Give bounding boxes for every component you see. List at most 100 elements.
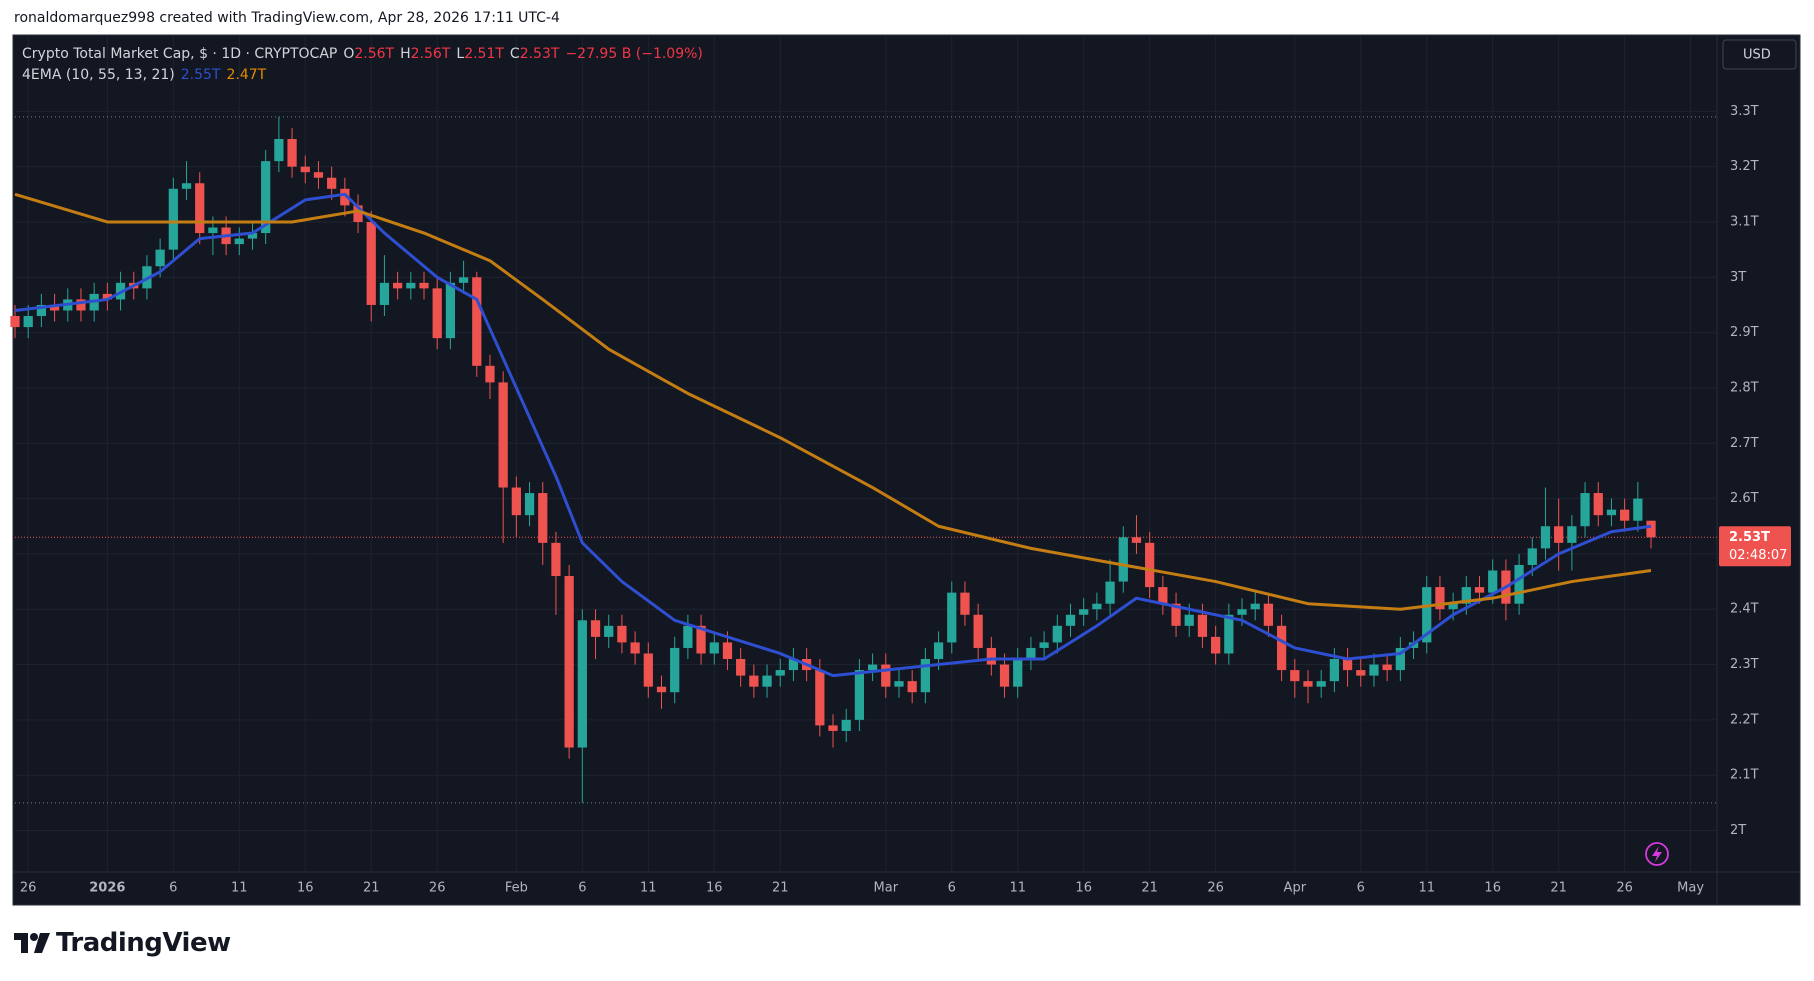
candle-body [1606, 509, 1617, 516]
grid [15, 35, 1717, 872]
candle [340, 177, 350, 217]
candle-body [670, 647, 680, 693]
candle [973, 603, 983, 660]
x-tick-label: 6 [578, 881, 586, 896]
candle [656, 675, 667, 709]
last-price-box [1719, 526, 1791, 567]
candle-body [1250, 603, 1260, 610]
candle [472, 271, 482, 377]
candle [168, 177, 178, 261]
candle [736, 647, 746, 687]
x-tick-label: 21 [1550, 881, 1567, 896]
candle-body [1620, 509, 1630, 521]
x-tick-label: 11 [231, 881, 248, 896]
candle [762, 664, 772, 698]
ohlc-item: L2.51T [456, 44, 504, 65]
candle [1276, 614, 1287, 682]
candle [920, 647, 930, 704]
candle [1118, 526, 1128, 593]
ohlc-item: H2.56T [400, 44, 450, 65]
candle [432, 277, 442, 350]
candle [577, 609, 587, 803]
currency-button[interactable] [1722, 39, 1797, 70]
candle [960, 581, 970, 626]
candle [379, 255, 390, 317]
candle-body [195, 183, 205, 234]
x-tick-label: 6 [169, 881, 177, 896]
candle [353, 194, 363, 234]
candle-body [1646, 520, 1656, 538]
candle [564, 564, 574, 759]
y-tick-label: 3.3T [1730, 104, 1759, 119]
candle [102, 282, 112, 311]
candle-body [867, 664, 878, 671]
x-tick-label: May [1677, 881, 1704, 896]
candle-body [643, 653, 653, 687]
candle [1395, 636, 1405, 682]
candle-body [696, 625, 706, 654]
candle-body [76, 299, 86, 311]
candle-body [854, 670, 865, 720]
candle-body [1329, 659, 1339, 682]
candle [1013, 647, 1023, 698]
candle-body [1461, 587, 1471, 604]
x-tick-label: 21 [363, 881, 380, 896]
candle-body [1435, 587, 1445, 610]
y-tick-label: 2.2T [1730, 712, 1759, 727]
candle-body [630, 642, 640, 654]
candle [1488, 559, 1498, 604]
candle-body [907, 681, 917, 693]
x-tick-label: Mar [874, 881, 899, 896]
candle-body [1488, 570, 1498, 593]
candle [1065, 603, 1076, 637]
ema-line [14, 192, 1652, 678]
candle [195, 172, 205, 245]
candle-body [1145, 542, 1155, 588]
candle-body [1052, 625, 1062, 643]
candle [1646, 520, 1656, 549]
candle-body [1065, 614, 1076, 626]
candle-body [379, 282, 390, 305]
candle [630, 631, 640, 665]
candle [485, 354, 495, 400]
candle [1105, 559, 1115, 615]
candle [617, 614, 627, 654]
indicator-value: 2.55T [180, 67, 221, 83]
candle-body [261, 161, 271, 234]
y-tick-label: 2.8T [1730, 380, 1759, 395]
candle [498, 371, 508, 543]
x-tick-label: 16 [1075, 881, 1092, 896]
lightning-icon[interactable] [1645, 842, 1669, 866]
candle [1290, 659, 1300, 698]
candle-body [485, 365, 495, 383]
candle-body [604, 625, 614, 637]
candle-body [1448, 603, 1458, 610]
x-tick-label: 11 [640, 881, 657, 896]
candle-body [749, 675, 759, 687]
y-tick-label: 3.2T [1730, 159, 1759, 174]
ohlc-value: 2.51T [464, 46, 504, 62]
change: −27.95 B (−1.09%) [565, 46, 703, 62]
candle-body [788, 659, 799, 671]
candle [604, 614, 614, 648]
indicator-value: 2.47T [226, 67, 267, 83]
candle [419, 271, 429, 300]
x-tick-label: 26 [1616, 881, 1633, 896]
candle [1356, 659, 1366, 687]
candle [247, 221, 258, 250]
y-tick-label: 3.1T [1730, 214, 1759, 229]
candle [894, 670, 904, 698]
candle-body [472, 277, 482, 366]
candle [841, 708, 851, 742]
candle [749, 664, 759, 698]
candle-body [393, 282, 403, 289]
candle [670, 636, 680, 704]
ohlc-key: O [343, 46, 355, 62]
candle-body [49, 304, 60, 311]
candle [590, 609, 601, 660]
candle-body [564, 576, 574, 748]
candle-body [775, 670, 785, 676]
candle [23, 304, 33, 339]
candle-body [1079, 609, 1089, 615]
